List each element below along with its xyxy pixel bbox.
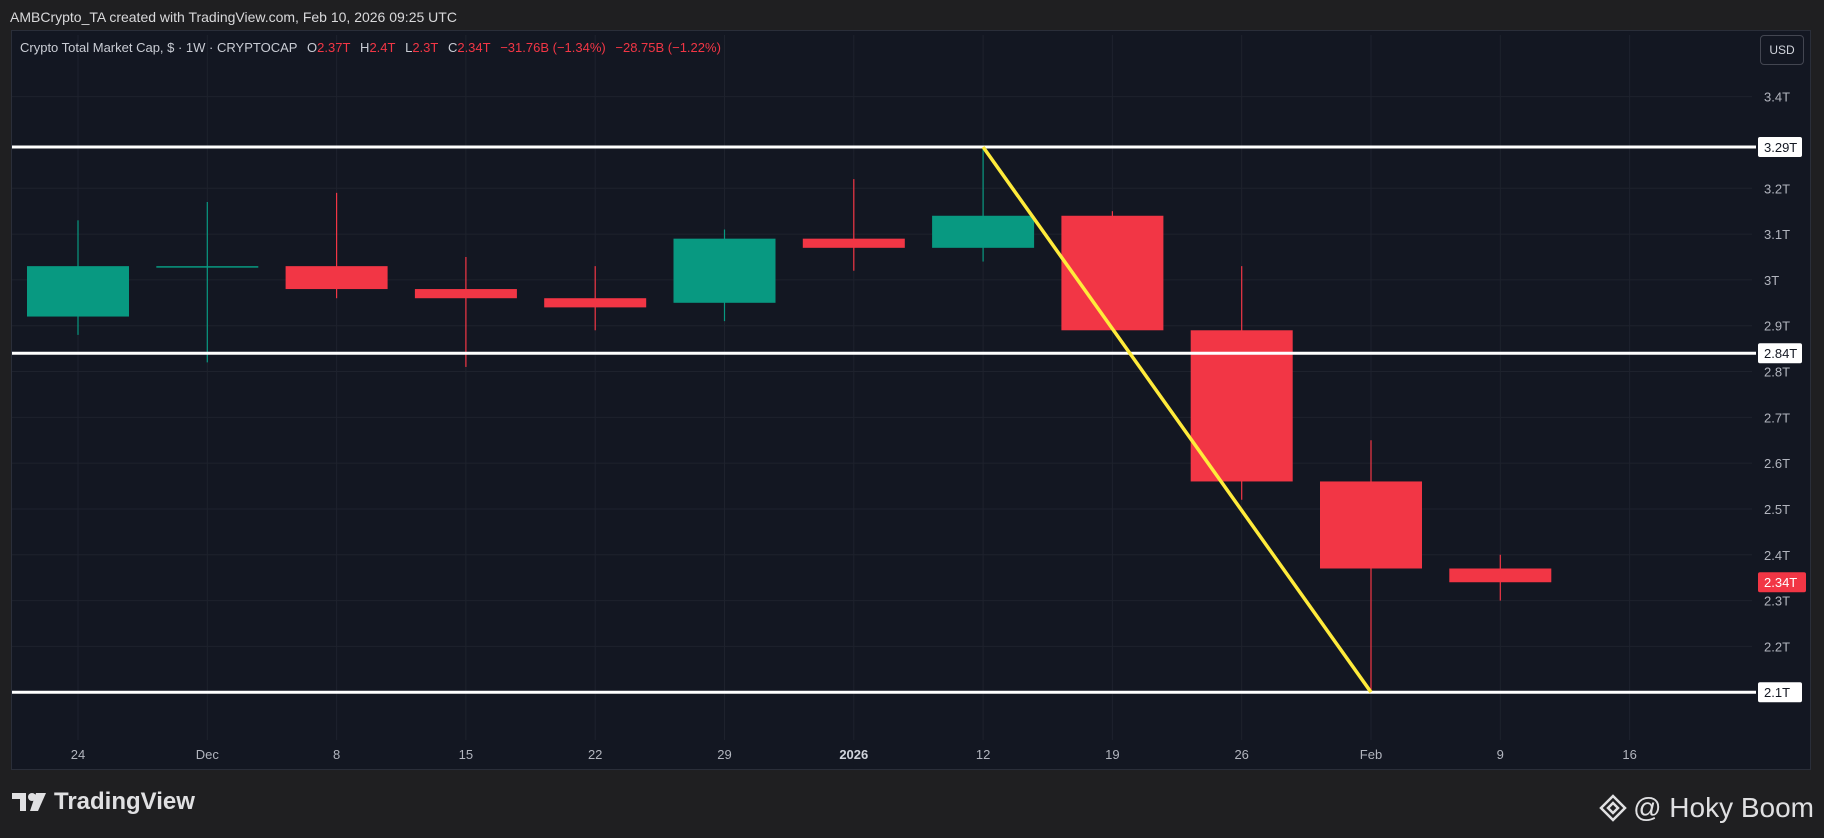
candle-body	[1449, 568, 1552, 583]
binance-diamond-icon	[1599, 794, 1627, 822]
x-tick-label: 22	[588, 747, 602, 762]
x-tick-label: 26	[1234, 747, 1248, 762]
candle-body	[1190, 330, 1293, 482]
candle-body	[414, 289, 517, 299]
level-label: 2.1T	[1764, 685, 1790, 700]
x-tick-label: Feb	[1360, 747, 1382, 762]
watermark-text: @ Hoky Boom	[1633, 792, 1814, 823]
currency-button[interactable]: USD	[1760, 35, 1804, 65]
level-label-box	[1758, 137, 1802, 158]
y-tick-label: 2.7T	[1764, 410, 1790, 425]
x-tick-label: 19	[1105, 747, 1119, 762]
y-tick-label: 2.8T	[1764, 365, 1790, 380]
legend-close: 2.34T	[457, 40, 491, 55]
y-tick-label: 2.6T	[1764, 456, 1790, 471]
trendline	[981, 146, 1373, 694]
y-tick-label: 2.5T	[1764, 502, 1790, 517]
y-tick-label: 2.2T	[1764, 639, 1790, 654]
legend-change-alt: −28.75B (−1.22%)	[615, 40, 721, 55]
x-tick-label: 29	[717, 747, 731, 762]
legend-open: 2.37T	[317, 40, 351, 55]
tradingview-brand: TradingView	[54, 788, 195, 815]
y-tick-label: 3.2T	[1764, 181, 1790, 196]
candle-body	[1320, 481, 1422, 569]
legend-change: −31.76B (−1.34%)	[500, 40, 606, 55]
y-tick-label: 3.1T	[1764, 227, 1790, 242]
y-tick-label: 3.4T	[1764, 90, 1790, 105]
watermark: @ Hoky Boom	[1599, 792, 1814, 824]
level-label: 3.29T	[1764, 140, 1797, 155]
y-tick-label: 2.4T	[1764, 548, 1790, 563]
legend-symbol: Crypto Total Market Cap, $ · 1W · CRYPTO…	[20, 40, 298, 55]
x-tick-label: Dec	[196, 747, 220, 762]
legend-low: 2.3T	[412, 40, 439, 55]
y-tick-label: 2.3T	[1764, 594, 1790, 609]
candle-body	[285, 266, 388, 290]
current-price-label: 2.34T	[1764, 575, 1797, 590]
candlestick-chart[interactable]: 3.4T 3.2T 3.1T 3T 2.9T 2.8T 2.7T 2.6T 2.5T 2.4T 2.…	[0, 0, 1824, 780]
candle-body	[1061, 215, 1164, 331]
tradingview-logo-icon	[12, 793, 46, 811]
y-tick-label: 2.9T	[1764, 319, 1790, 334]
candle-body	[932, 215, 1035, 248]
candle-body	[673, 238, 776, 303]
legend-low-label: L	[405, 40, 413, 55]
level-label: 2.84T	[1764, 346, 1797, 361]
current-price-box	[1758, 572, 1806, 593]
x-tick-label: 16	[1622, 747, 1636, 762]
legend-high-label: H	[360, 40, 370, 55]
x-tick-label: 9	[1497, 747, 1504, 762]
attribution-bar: AMBCrypto_TA created with TradingView.co…	[0, 0, 1824, 34]
attribution-text: AMBCrypto_TA created with TradingView.co…	[10, 9, 457, 25]
legend-open-label: O	[307, 40, 318, 55]
legend-close-label: C	[447, 40, 458, 55]
candle-body	[544, 298, 647, 308]
level-label-box	[1758, 682, 1802, 703]
x-tick-label: 12	[976, 747, 990, 762]
x-tick-label: 15	[459, 747, 473, 762]
candle-body	[156, 266, 259, 268]
x-tick-label: 8	[333, 747, 340, 762]
tradingview-logo[interactable]: TradingView	[12, 788, 195, 816]
candle-body	[802, 238, 905, 248]
x-tick-label: 2026	[839, 747, 868, 762]
y-tick-label: 3T	[1764, 273, 1779, 288]
level-label-box	[1758, 343, 1802, 364]
candle-body	[27, 266, 129, 317]
symbol-legend: Crypto Total Market Cap, $ · 1W · CRYPTO…	[20, 40, 721, 55]
legend-high: 2.4T	[369, 40, 396, 55]
x-tick-label: 24	[71, 747, 85, 762]
